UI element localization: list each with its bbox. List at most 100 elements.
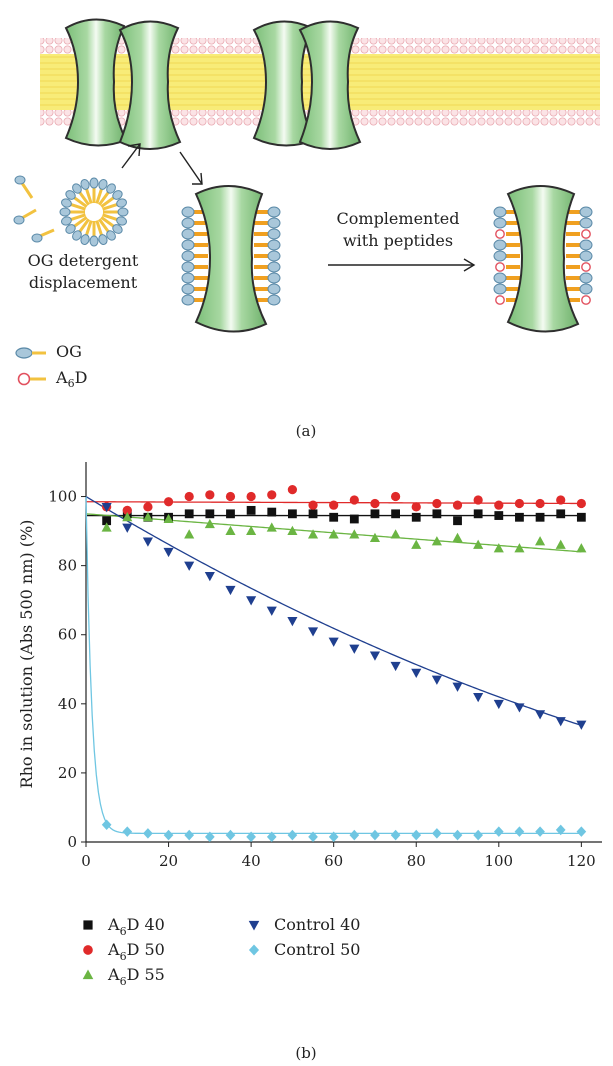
legend-label-series-2: A6D 50	[107, 940, 165, 963]
detergent-caption: OG detergent displacement	[8, 250, 158, 294]
data-point-series-1	[391, 509, 400, 519]
data-point-series-1	[535, 512, 545, 522]
arrow-up-icon	[121, 143, 141, 169]
data-point-series-1	[370, 509, 380, 519]
legend-label-series-1: A6D 40	[107, 915, 165, 938]
data-point-series-3	[204, 518, 215, 529]
data-point-series-4	[266, 606, 277, 616]
data-point-series-2	[473, 495, 483, 505]
data-point-series-3	[287, 525, 298, 536]
data-point-series-2	[494, 500, 504, 510]
x-tick-label: 80	[407, 852, 426, 870]
data-point-series-1	[267, 507, 277, 517]
data-point-series-3	[142, 511, 153, 522]
data-point-series-4	[555, 717, 566, 727]
og-legend-icon	[15, 347, 46, 359]
data-point-series-5	[101, 819, 112, 831]
data-point-series-3	[225, 525, 236, 536]
legend-label-series-4: Control 40	[274, 915, 360, 934]
data-point-series-3	[266, 522, 277, 532]
data-point-series-4	[204, 572, 215, 582]
data-point-series-4	[307, 627, 319, 637]
fit-line-series-5	[85, 496, 582, 835]
data-point-series-3	[122, 511, 133, 522]
panel-label-b: (b)	[295, 1044, 317, 1062]
data-point-series-3	[473, 539, 484, 549]
data-point-series-1	[411, 512, 421, 522]
legend-marker-series-4	[248, 920, 260, 931]
legend-a6d-label: A6D	[56, 368, 87, 390]
data-point-series-2	[349, 495, 359, 505]
data-point-series-4	[246, 596, 257, 606]
data-point-series-3	[431, 536, 442, 546]
arrow-right-icon	[328, 258, 476, 272]
data-point-series-5	[246, 831, 256, 843]
data-point-series-4	[576, 720, 587, 730]
fit-line-series-4	[85, 495, 582, 726]
data-point-series-3	[555, 539, 566, 549]
legend-og-label: OG	[56, 342, 82, 361]
legend-label-series-5: Control 50	[274, 940, 360, 959]
y-tick-label: 20	[58, 764, 77, 782]
data-point-series-2	[184, 491, 194, 502]
x-tick-label: 120	[567, 852, 596, 870]
panel-label-a: (a)	[295, 422, 317, 440]
data-point-series-5	[576, 826, 587, 837]
data-point-series-4	[452, 682, 463, 692]
data-point-series-4	[493, 699, 504, 710]
data-point-series-2	[556, 495, 566, 505]
diagram-panel: OG detergent displacement Complemented w…	[0, 0, 613, 440]
data-point-series-5	[349, 829, 360, 841]
data-point-series-2	[452, 500, 463, 510]
data-point-series-5	[225, 829, 236, 841]
data-point-series-5	[514, 826, 525, 837]
data-point-series-2	[267, 490, 277, 500]
data-point-series-5	[205, 831, 215, 843]
data-point-series-5	[184, 829, 195, 841]
data-point-series-4	[225, 585, 236, 596]
og-micelle-icon	[59, 177, 129, 247]
data-point-series-1	[246, 505, 256, 515]
data-point-series-2	[576, 498, 586, 509]
data-point-series-3	[307, 529, 319, 539]
data-point-series-3	[452, 532, 463, 542]
arrow-down-icon	[179, 151, 203, 185]
data-point-series-5	[411, 829, 422, 841]
data-point-series-3	[246, 525, 257, 536]
data-point-series-5	[555, 824, 566, 836]
data-point-series-1	[473, 509, 483, 519]
data-point-series-1	[308, 509, 318, 519]
data-point-series-1	[453, 516, 462, 526]
data-point-series-1	[329, 512, 339, 522]
data-point-series-4	[431, 675, 442, 685]
data-point-series-2	[514, 498, 525, 509]
y-tick-label: 100	[48, 488, 77, 506]
data-point-series-3	[390, 529, 401, 539]
data-point-series-3	[163, 513, 174, 523]
data-point-series-5	[452, 829, 463, 841]
data-point-series-2	[246, 491, 256, 502]
data-point-series-3	[535, 536, 546, 546]
data-point-series-2	[308, 500, 318, 510]
a6d-legend-icon	[17, 372, 46, 386]
data-point-series-4	[514, 703, 525, 713]
y-tick-label: 40	[58, 695, 77, 713]
arrow-caption-line1: Complemented	[336, 209, 460, 228]
x-tick-label: 0	[81, 852, 91, 870]
data-point-series-3	[576, 543, 587, 553]
data-point-series-2	[535, 498, 545, 509]
arrow-caption-line2: with peptides	[342, 231, 454, 250]
y-tick-label: 60	[58, 626, 77, 644]
x-tick-label: 20	[159, 852, 178, 870]
data-point-series-5	[473, 829, 483, 841]
data-point-series-5	[122, 826, 133, 837]
data-point-series-2	[122, 505, 132, 515]
data-point-series-4	[142, 537, 153, 547]
data-point-series-2	[370, 498, 380, 509]
data-point-series-3	[184, 529, 195, 539]
og-monomer-icon	[13, 175, 55, 243]
data-point-series-5	[535, 826, 545, 837]
data-point-series-1	[102, 516, 112, 526]
legend-marker-series-3	[82, 969, 94, 980]
legend-a6d-main: A	[56, 368, 68, 387]
